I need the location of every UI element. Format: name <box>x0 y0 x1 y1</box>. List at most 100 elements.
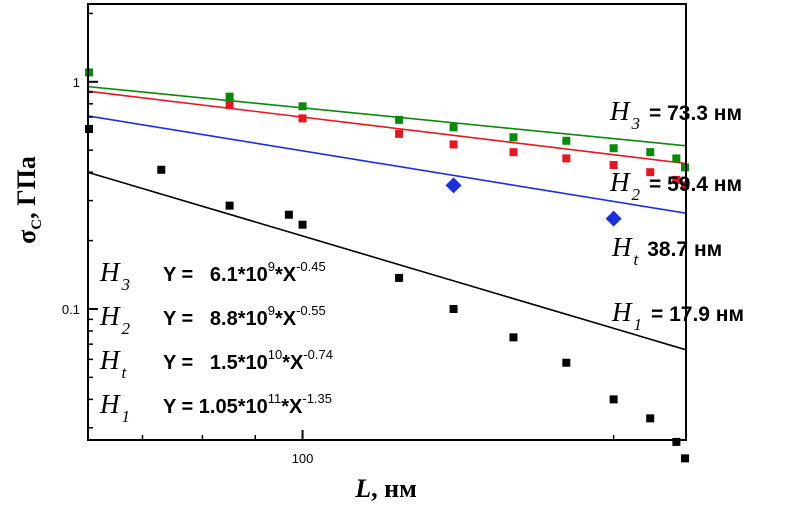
series-label-subscript: 1 <box>634 315 643 334</box>
fit-line-ht <box>87 115 687 215</box>
equation-lhs: Y = 1.5*10 <box>163 352 268 374</box>
y-axis-label: σC, ГПа <box>12 156 45 244</box>
series-label-value: 38.7 нм <box>647 238 722 261</box>
equation-symbol: H <box>99 301 121 331</box>
y-axis-label-rest: , ГПа <box>12 156 41 219</box>
point-h1 <box>681 454 689 463</box>
data-markers <box>85 68 689 463</box>
series-label-value: = 17.9 нм <box>651 303 744 326</box>
series-label-symbol: H <box>611 232 633 262</box>
axis-ticks: 100 0.1 1 <box>62 12 615 466</box>
series-label-symbol: H <box>609 167 631 197</box>
equation-x: *X <box>282 352 304 374</box>
equation-symbol: H <box>99 345 121 375</box>
equation-h1: Y = 1.05*1011*X-1.35 <box>163 391 332 418</box>
equation-symbol: H <box>99 389 121 419</box>
point-h2 <box>449 140 458 149</box>
point-h1 <box>395 273 404 282</box>
fit-line-h3 <box>87 85 687 147</box>
equation-x: *X <box>275 264 297 286</box>
point-h3 <box>562 136 571 145</box>
equation-x: *X <box>275 308 297 330</box>
series-label-h3: H 3 = 73.3 нм <box>609 96 742 133</box>
equation-power: -1.35 <box>302 391 332 406</box>
equation-lhs: Y = 1.05*10 <box>163 396 268 418</box>
equation-ht: Y = 1.5*1010*X-0.74 <box>163 347 333 374</box>
equation-exponent: 9 <box>268 303 275 318</box>
equation-exponent: 11 <box>268 391 282 406</box>
equation-lhs: Y = 8.8*10 <box>163 308 268 330</box>
point-h3 <box>225 92 234 101</box>
equation-h3: Y = 6.1*109*X-0.45 <box>163 259 326 286</box>
equation-power: -0.45 <box>296 259 326 274</box>
series-label-subscript: 2 <box>632 185 641 204</box>
point-h2 <box>672 175 681 184</box>
x-axis-label-rest: , нм <box>371 474 417 503</box>
point-h1 <box>562 358 571 367</box>
point-h2 <box>609 161 618 170</box>
point-h1 <box>509 333 518 342</box>
series-labels: H 3 = 73.3 нмH 2 = 59.4 нмH t 38.7 нмH 1 = 17.9 … <box>609 96 744 334</box>
point-h1 <box>284 210 293 219</box>
point-h1 <box>157 165 166 174</box>
point-h1 <box>672 437 681 446</box>
point-h2 <box>298 114 307 123</box>
equation-subscript: 3 <box>121 275 131 294</box>
point-h3 <box>298 102 307 111</box>
series-label-value: = 59.4 нм <box>649 173 742 196</box>
point-h1 <box>609 395 618 404</box>
y-tick-label: 0.1 <box>62 302 80 317</box>
equation-power: -0.74 <box>303 347 333 362</box>
point-h3 <box>449 123 458 132</box>
equation-symbol: H <box>99 257 121 287</box>
y-axis-label-main: σ <box>12 230 41 244</box>
point-h1 <box>225 201 234 210</box>
point-ht <box>605 210 622 227</box>
fit-lines <box>87 85 687 351</box>
series-label-value: = 73.3 нм <box>649 102 742 125</box>
series-label-symbol: H <box>609 96 631 126</box>
fit-line-h1 <box>87 171 687 351</box>
y-axis-label-sub: C <box>29 219 45 230</box>
fit-line-h2 <box>87 90 687 165</box>
series-label-h2: H 2 = 59.4 нм <box>609 167 742 204</box>
series-label-subscript: t <box>634 250 640 269</box>
series-label-h1: H 1 = 17.9 нм <box>611 297 744 334</box>
equation-power: -0.55 <box>296 303 326 318</box>
point-h2 <box>225 101 234 110</box>
equation-subscript: 2 <box>122 319 131 338</box>
x-axis-label: L, нм <box>354 474 417 503</box>
series-label-subscript: 3 <box>631 114 641 133</box>
point-h2 <box>646 168 655 177</box>
plot-frame <box>87 3 687 441</box>
equation-exponent: 9 <box>268 259 275 274</box>
equation-exponent: 10 <box>268 347 282 362</box>
equation-lhs: Y = 6.1*10 <box>163 264 268 286</box>
point-h3 <box>672 154 681 163</box>
x-tick-label: 100 <box>292 451 314 466</box>
point-h1 <box>646 414 655 423</box>
point-h2 <box>395 129 404 138</box>
equation-subscript: t <box>122 363 128 382</box>
equation-subscript: 1 <box>122 407 131 426</box>
point-h3 <box>609 144 618 153</box>
series-label-symbol: H <box>611 297 633 327</box>
point-h2 <box>562 154 571 163</box>
x-axis-label-main: L <box>354 474 371 503</box>
point-h1 <box>298 220 307 229</box>
point-h3 <box>646 148 655 157</box>
point-ht <box>445 177 462 194</box>
point-h3 <box>509 133 518 142</box>
point-h1 <box>449 304 458 313</box>
equation-x: *X <box>281 396 303 418</box>
equation-h2: Y = 8.8*109*X-0.55 <box>163 303 326 330</box>
y-tick-label: 1 <box>73 75 80 90</box>
point-h2 <box>509 148 518 157</box>
